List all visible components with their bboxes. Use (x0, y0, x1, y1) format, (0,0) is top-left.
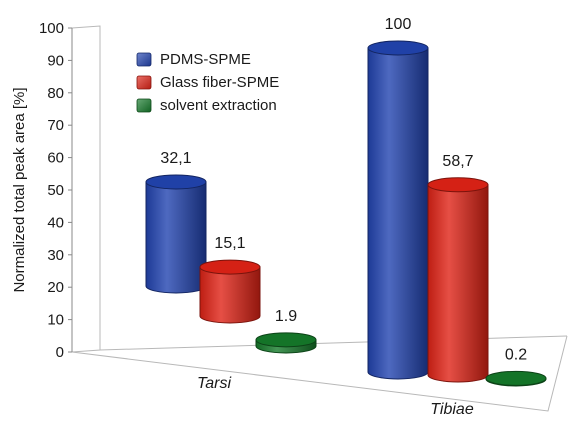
legend-swatch-solvent-extraction (136, 98, 152, 113)
bar-solvent-extraction-tibiae: 0.2 (485, 346, 547, 387)
bar-top (145, 174, 207, 190)
category-labels: Tarsi Tibiae (197, 375, 474, 418)
bar-top (485, 370, 547, 386)
legend-label-solvent-extraction: solvent extraction (160, 97, 277, 114)
bar-pdms-spme-tarsi: 32,1 (145, 150, 207, 294)
y-tick-label: 0 (56, 344, 64, 361)
y-tick-label: 70 (47, 117, 64, 134)
y-tick-label: 30 (47, 247, 64, 264)
bar-body (199, 266, 261, 324)
y-tick-label: 50 (47, 182, 64, 199)
bar-body (367, 47, 429, 380)
bars: 32,1 15,1 1.9 100 58,7 0.2 (145, 16, 547, 387)
category-label-tibiae: Tibiae (430, 401, 474, 418)
data-label: 100 (385, 16, 412, 33)
bar-body (145, 181, 207, 294)
bar-top (199, 259, 261, 275)
floor-back-edge (99, 335, 568, 351)
bar-glass-fiber-spme-tibiae: 58,7 (427, 153, 489, 383)
data-label: 58,7 (442, 153, 473, 170)
bar-body (427, 184, 489, 383)
back-wall (71, 25, 101, 353)
legend-swatch-glass-fiber-spme (136, 75, 152, 90)
bar-top (255, 332, 317, 348)
bar-glass-fiber-spme-tarsi: 15,1 (199, 235, 261, 324)
category-label-tarsi: Tarsi (197, 375, 232, 392)
y-tick-label: 90 (47, 52, 64, 69)
data-label: 32,1 (160, 150, 191, 167)
y-tick-label: 40 (47, 214, 64, 231)
y-tick-label: 10 (47, 312, 64, 329)
data-label: 0.2 (505, 346, 527, 363)
legend-label-glass-fiber-spme: Glass fiber-SPME (160, 74, 279, 91)
legend-label-pdms-spme: PDMS-SPME (160, 51, 251, 68)
y-tick-label: 60 (47, 150, 64, 167)
y-tick-label: 20 (47, 279, 64, 296)
y-tick-label: 80 (47, 85, 64, 102)
legend-swatch-pdms-spme (136, 52, 152, 67)
bar-top (427, 177, 489, 193)
floor-front-edge (71, 335, 568, 412)
y-tick-label: 100 (39, 20, 64, 37)
axes: 0 10 20 30 40 50 60 70 80 90 100 (39, 20, 568, 412)
bar-pdms-spme-tibiae: 100 (367, 16, 429, 380)
bar-solvent-extraction-tarsi: 1.9 (255, 308, 317, 354)
data-label: 1.9 (275, 308, 297, 325)
legend: PDMS-SPME Glass fiber-SPME solvent extract… (136, 51, 279, 114)
bar-top (367, 40, 429, 56)
data-label: 15,1 (214, 235, 245, 252)
y-axis-label: Normalized total peak area [%] (11, 87, 28, 292)
